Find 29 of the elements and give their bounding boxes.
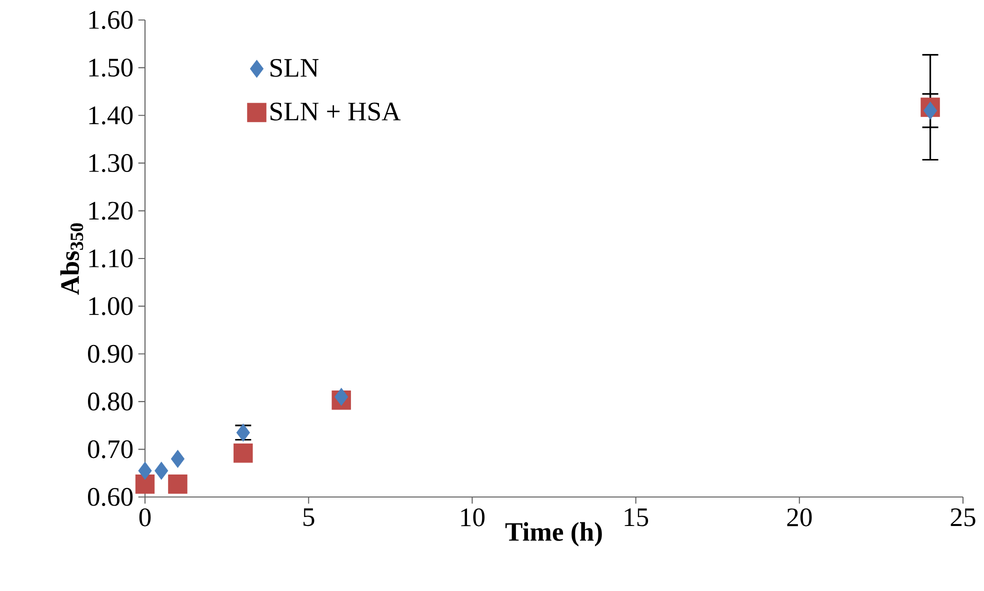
y-tick-label: 1.20 (89, 202, 133, 220)
y-tick-label: 1.10 (89, 249, 133, 268)
y-tick-label: 1.60 (89, 10, 133, 30)
point (168, 474, 188, 494)
y-tick-label: 0.70 (88, 440, 133, 458)
y-tick-label: 1.30 (89, 154, 133, 172)
point (154, 462, 168, 480)
y-tick-label: 0.80 (88, 392, 133, 411)
x-axis-title: Time (h) (505, 522, 602, 546)
x-tick-label: 0 (139, 508, 151, 526)
point (135, 474, 155, 494)
legend-label: SLN (270, 58, 319, 77)
point (924, 102, 938, 120)
y-tick-label: 1.50 (89, 58, 133, 77)
y-tick-label: 1.00 (89, 297, 133, 316)
x-tick-label: 10 (461, 508, 485, 526)
point (334, 388, 348, 406)
x-tick-label: 15 (624, 508, 648, 526)
x-tick-label: 20 (787, 508, 812, 526)
y-axis-title: Abs$_{350}$ (60, 223, 84, 295)
x-tick-label: 5 (303, 508, 314, 526)
x-tick-label: 25 (950, 508, 976, 526)
y-tick-label: 0.90 (88, 344, 133, 363)
y-tick-label: 1.40 (89, 106, 133, 124)
point (234, 444, 253, 463)
y-tick-label: 0.60 (88, 488, 133, 506)
point (138, 462, 152, 480)
point (170, 450, 184, 468)
legend-label: SLN + HSA (270, 102, 401, 121)
